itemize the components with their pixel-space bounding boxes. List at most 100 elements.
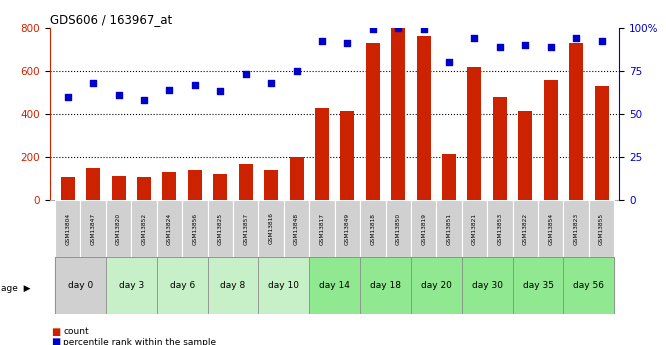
Text: percentile rank within the sample: percentile rank within the sample — [63, 338, 216, 345]
Text: day 56: day 56 — [573, 281, 604, 290]
Bar — [112, 176, 126, 200]
Text: GSM13853: GSM13853 — [498, 213, 502, 245]
Bar — [163, 172, 176, 200]
Bar — [563, 200, 589, 257]
Text: GSM13825: GSM13825 — [218, 213, 222, 245]
Text: GSM13855: GSM13855 — [599, 213, 604, 245]
Bar — [309, 257, 360, 314]
Bar — [462, 257, 513, 314]
Bar — [411, 200, 436, 257]
Bar — [513, 200, 538, 257]
Point — [444, 59, 454, 65]
Bar — [157, 200, 182, 257]
Text: GSM13823: GSM13823 — [573, 213, 579, 245]
Text: GSM13824: GSM13824 — [167, 213, 172, 245]
Bar — [442, 154, 456, 200]
Bar — [595, 86, 609, 200]
Point — [596, 39, 607, 44]
Bar — [131, 200, 157, 257]
Point — [316, 39, 327, 44]
Bar — [386, 200, 411, 257]
Point — [266, 80, 276, 86]
Bar — [264, 170, 278, 200]
Text: day 35: day 35 — [523, 281, 553, 290]
Point — [113, 92, 124, 98]
Text: GSM13822: GSM13822 — [523, 213, 528, 245]
Text: GSM13804: GSM13804 — [65, 213, 70, 245]
Point — [393, 25, 404, 30]
Text: day 30: day 30 — [472, 281, 503, 290]
Bar — [106, 257, 157, 314]
Text: GSM13848: GSM13848 — [294, 213, 299, 245]
Bar — [81, 200, 106, 257]
Text: GSM13819: GSM13819 — [421, 213, 426, 245]
Bar — [569, 43, 583, 200]
Text: day 8: day 8 — [220, 281, 246, 290]
Text: day 3: day 3 — [119, 281, 144, 290]
Bar — [518, 111, 532, 200]
Point — [545, 44, 556, 49]
Text: GSM13852: GSM13852 — [141, 213, 147, 245]
Bar — [589, 200, 614, 257]
Bar — [436, 200, 462, 257]
Point — [342, 40, 353, 46]
Bar — [366, 43, 380, 200]
Text: day 18: day 18 — [370, 281, 401, 290]
Bar — [238, 164, 252, 200]
Bar — [213, 174, 227, 200]
Point — [88, 80, 99, 86]
Bar — [334, 200, 360, 257]
Bar — [513, 257, 563, 314]
Text: GSM13820: GSM13820 — [116, 213, 121, 245]
Bar — [468, 68, 482, 200]
Point — [240, 71, 251, 77]
Bar — [340, 111, 354, 200]
Text: day 6: day 6 — [170, 281, 194, 290]
Bar — [208, 200, 233, 257]
Bar — [360, 257, 411, 314]
Point — [63, 94, 73, 99]
Bar — [258, 200, 284, 257]
Point — [469, 35, 480, 41]
Text: GDS606 / 163967_at: GDS606 / 163967_at — [50, 13, 172, 27]
Text: GSM13847: GSM13847 — [91, 213, 96, 245]
Bar — [309, 200, 334, 257]
Point — [571, 35, 581, 41]
Bar — [188, 170, 202, 200]
Point — [139, 97, 149, 103]
Text: GSM13818: GSM13818 — [370, 213, 376, 245]
Bar — [488, 200, 513, 257]
Bar — [411, 257, 462, 314]
Text: GSM13857: GSM13857 — [243, 213, 248, 245]
Text: GSM13816: GSM13816 — [268, 213, 274, 245]
Bar — [417, 36, 431, 200]
Bar — [284, 200, 309, 257]
Bar — [157, 257, 208, 314]
Point — [520, 42, 531, 48]
Point — [190, 82, 200, 87]
Bar — [563, 257, 614, 314]
Text: day 0: day 0 — [68, 281, 93, 290]
Point — [164, 87, 174, 92]
Bar — [137, 177, 151, 200]
Bar — [86, 168, 100, 200]
Point — [495, 44, 505, 49]
Text: GSM13851: GSM13851 — [447, 213, 452, 245]
Bar — [55, 257, 106, 314]
Bar — [106, 200, 131, 257]
Bar — [55, 200, 81, 257]
Bar — [543, 80, 557, 200]
Bar — [258, 257, 309, 314]
Point — [418, 27, 429, 32]
Text: GSM13821: GSM13821 — [472, 213, 477, 245]
Text: GSM13856: GSM13856 — [192, 213, 197, 245]
Text: GSM13817: GSM13817 — [320, 213, 324, 245]
Text: day 10: day 10 — [268, 281, 299, 290]
Bar — [233, 200, 258, 257]
Text: day 20: day 20 — [421, 281, 452, 290]
Bar — [315, 108, 329, 200]
Bar — [462, 200, 488, 257]
Bar — [61, 177, 75, 200]
Text: ■: ■ — [51, 337, 61, 345]
Bar — [493, 97, 507, 200]
